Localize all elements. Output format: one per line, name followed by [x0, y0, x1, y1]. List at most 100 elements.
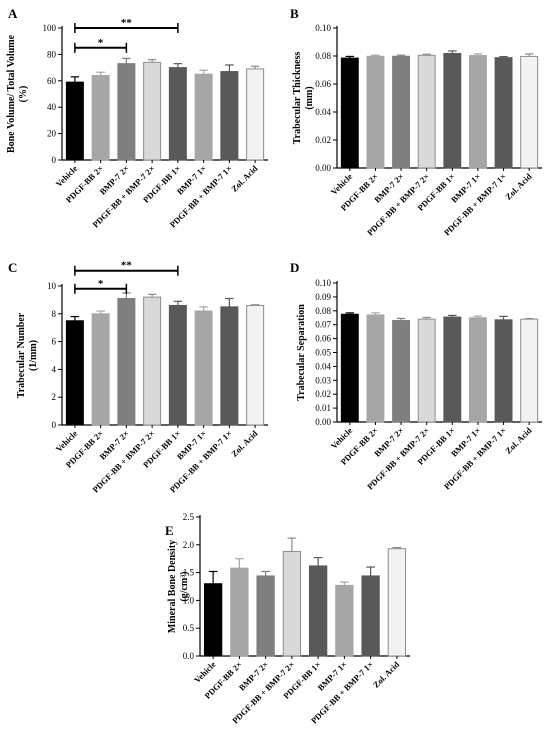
bar [468, 55, 487, 169]
panel-letter: D [290, 260, 299, 275]
y-tick-label: 0.02 [315, 135, 331, 145]
y-tick-label: 80 [47, 49, 57, 59]
y-tick-label: 40 [47, 102, 57, 112]
bar [220, 71, 239, 161]
y-tick-label: 0 [52, 420, 57, 430]
y-tick-label: 0.06 [315, 334, 331, 344]
y-tick-label: 0.08 [315, 306, 331, 316]
bar [65, 81, 84, 161]
y-tick-label: 10 [47, 281, 57, 291]
bar [194, 73, 213, 161]
y-tick-label: 0.10 [315, 23, 331, 33]
bar [220, 306, 239, 426]
chart-panel-e: E Mineral Bone Density(g/cm³) 0.0 0.5 1.0 1.5… [165, 512, 410, 726]
panel-letter: C [8, 260, 17, 275]
bar [194, 310, 213, 426]
bar [366, 55, 385, 169]
bar [91, 75, 110, 161]
y-tick-label: 2.5 [183, 512, 195, 522]
significance-label: ** [121, 17, 133, 29]
bar [143, 61, 162, 161]
y-tick-label: 2.0 [183, 540, 195, 550]
y-tick-label: 20 [47, 129, 57, 139]
x-tick-label: Zol. Acid [371, 659, 402, 690]
significance-label: * [98, 278, 104, 290]
y-tick-label: 1.5 [183, 568, 195, 578]
y-tick-label: 0.01 [315, 403, 331, 413]
y-tick-label: 0.09 [315, 292, 331, 302]
bar [168, 304, 187, 426]
significance-label: * [98, 37, 104, 49]
bar [117, 298, 136, 426]
bar [392, 55, 411, 169]
y-axis-label: Trabecular Thickness(mm) [292, 52, 315, 145]
x-tick-label: Zol. Acid [229, 163, 260, 194]
y-tick-label: 0.00 [315, 163, 331, 173]
y-tick-label: 60 [47, 76, 57, 86]
bar [366, 314, 385, 423]
bar [230, 567, 249, 657]
y-tick-label: 0.02 [315, 389, 331, 399]
bar [417, 54, 436, 169]
bar [246, 68, 265, 161]
bar [308, 565, 328, 657]
bar [520, 318, 539, 423]
y-tick-label: 1.0 [183, 595, 195, 605]
bar [246, 304, 265, 426]
y-tick-label: 0 [52, 155, 57, 165]
bar [256, 575, 275, 657]
y-tick-label: 0.10 [315, 278, 331, 288]
y-tick-label: 8 [52, 309, 57, 319]
panel-letter: A [8, 6, 18, 21]
y-axis-label: Mineral Bone Density(g/cm³) [167, 540, 190, 633]
bar [340, 313, 359, 423]
y-axis-label: Trabecular Separation [296, 304, 307, 401]
y-tick-label: 0.04 [315, 361, 331, 371]
bar [65, 320, 84, 426]
bar [168, 67, 187, 161]
y-tick-label: 0.0 [183, 651, 195, 661]
y-tick-label: 4 [52, 364, 57, 374]
bar [361, 575, 380, 657]
x-tick-label: Zol. Acid [503, 171, 534, 202]
bar [203, 583, 223, 657]
y-tick-label: 6 [52, 337, 57, 347]
chart-panel-b: B Trabecular Thickness(mm) 0.00 0.02 0.04 0.0… [290, 6, 542, 238]
bar [335, 584, 354, 657]
y-axis-label: Trabecular Number(1/mm) [16, 312, 39, 398]
bar [494, 319, 513, 423]
chart-panel-a: A Bone Volume/ Total Volume(%) 0 20 40 60 80 10… [6, 6, 268, 230]
y-tick-label: 0.00 [315, 417, 331, 427]
x-tick-label: Zol. Acid [503, 425, 534, 456]
panel-letter: B [290, 6, 299, 21]
bar [392, 320, 411, 423]
bar [387, 548, 407, 657]
bar [417, 318, 436, 423]
bar [494, 57, 513, 169]
x-tick-label: Zol. Acid [229, 428, 260, 459]
bar [91, 313, 110, 426]
bar [340, 57, 359, 169]
y-axis-label: Bone Volume/ Total Volume(%) [6, 34, 29, 153]
bar [443, 316, 462, 423]
panel-letter: E [165, 523, 174, 538]
y-tick-label: 0.5 [183, 623, 195, 633]
y-tick-label: 0.07 [315, 320, 331, 330]
bar [468, 317, 487, 423]
y-tick-label: 0.03 [315, 375, 331, 385]
bar [520, 55, 539, 169]
bar [117, 63, 136, 161]
y-tick-label: 0.08 [315, 51, 331, 61]
y-tick-label: 0.05 [315, 348, 331, 358]
bar [443, 52, 462, 169]
bar [282, 550, 302, 657]
significance-label: ** [121, 260, 133, 272]
y-tick-label: 0.06 [315, 79, 331, 89]
y-tick-label: 2 [52, 392, 57, 402]
y-tick-label: 0.04 [315, 107, 331, 117]
bar [143, 296, 162, 426]
y-tick-label: 100 [43, 23, 57, 33]
chart-panel-d: D Trabecular Separation 0.00 0.01 0.02 0.03 0.… [290, 260, 542, 492]
